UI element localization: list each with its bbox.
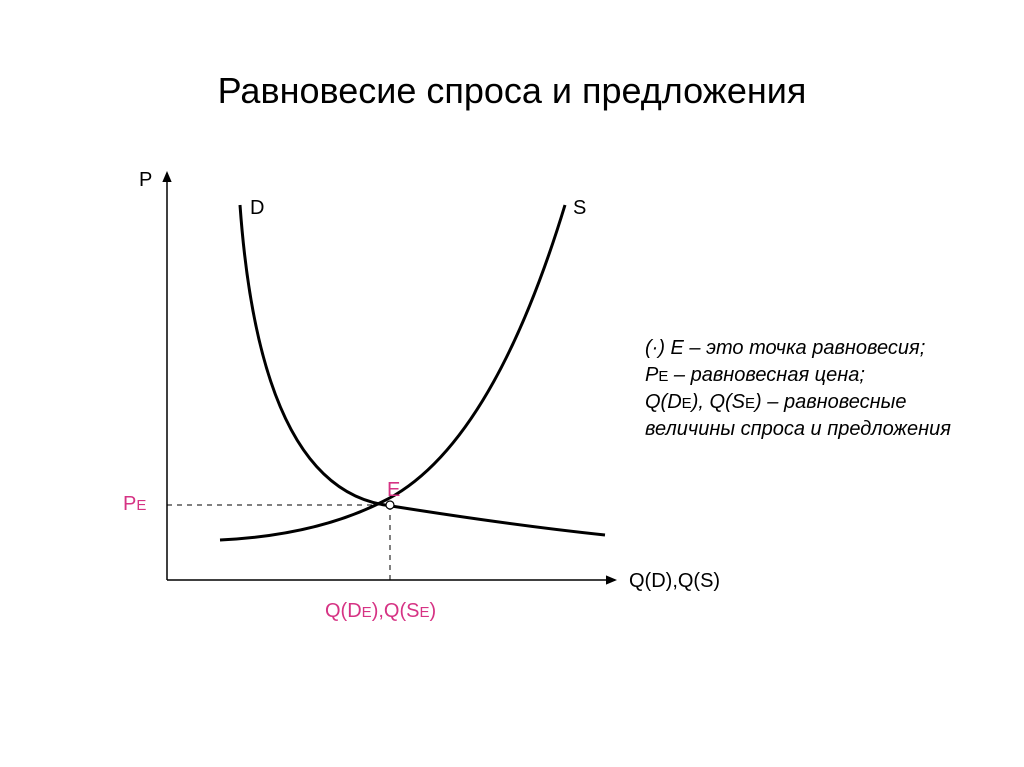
cap3-mid: ), Q(S xyxy=(692,391,745,413)
equilibrium-quantity-label: Q(DE),Q(SE) xyxy=(325,600,436,623)
eq-qty-end: ) xyxy=(429,600,436,622)
supply-curve-label: S xyxy=(573,197,586,220)
cap2-sub: E xyxy=(658,368,668,385)
cap2-p: P xyxy=(645,364,658,386)
cap2-rest: – равновесная цена; xyxy=(668,364,865,386)
cap3-a: Q(D xyxy=(645,391,682,413)
eq-qty-d: Q(D xyxy=(325,600,362,622)
eq-qty-d-sub: E xyxy=(362,604,372,621)
cap3-b: ) – равновесные xyxy=(755,391,906,413)
demand-curve-label: D xyxy=(250,197,264,220)
legend-caption: (·) E – это точка равновесия; PE – равно… xyxy=(645,335,1005,443)
y-axis-label: P xyxy=(139,169,152,192)
eq-price-p: P xyxy=(123,493,136,515)
equilibrium-chart: P Q(D),Q(S) D S E PE Q(DE),Q(SE) xyxy=(155,165,635,605)
caption-line-4: величины спроса и предложения xyxy=(645,416,1005,443)
eq-qty-mid: ),Q(S xyxy=(372,600,420,622)
caption-line-3: Q(DE), Q(SE) – равновесные xyxy=(645,389,1005,416)
eq-price-sub: E xyxy=(136,497,146,514)
eq-qty-s-sub: E xyxy=(419,604,429,621)
page-title: Равновесие спроса и предложения xyxy=(0,70,1024,112)
equilibrium-price-label: PE xyxy=(123,493,146,516)
cap3-bsub: E xyxy=(745,395,755,412)
equilibrium-point-label: E xyxy=(387,479,400,502)
caption-line-1: (·) E – это точка равновесия; xyxy=(645,335,1005,362)
cap3-asub: E xyxy=(682,395,692,412)
caption-line-2: PE – равновесная цена; xyxy=(645,362,1005,389)
x-axis-label: Q(D),Q(S) xyxy=(629,570,720,593)
chart-svg xyxy=(155,165,635,605)
